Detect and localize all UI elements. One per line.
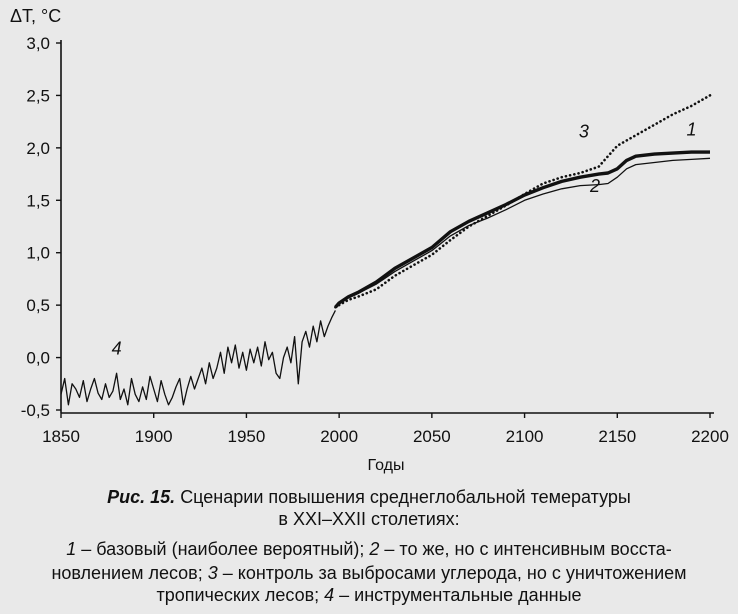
- figure-caption-title: Рис. 15. Сценарии повышения среднеглобал…: [0, 486, 738, 508]
- series-annotation-3: 3: [579, 121, 589, 141]
- legend-text-4: – инструментальные данные: [334, 585, 582, 605]
- legend-number-3: 3: [207, 563, 218, 583]
- y-tick-label: 2,5: [26, 86, 50, 105]
- figure-caption-legend-line-2: новлением лесов; 3 – контроль за выброса…: [0, 562, 738, 584]
- series-1-line: [334, 150, 710, 309]
- x-tick-label: 2000: [320, 427, 358, 446]
- legend-number-4: 4: [324, 585, 335, 605]
- series-layer: [60, 94, 712, 406]
- y-tick-label: 3,0: [26, 34, 50, 53]
- x-ticks: 1850 1900 1950 2000 2050 2100 2150 2200: [42, 413, 729, 446]
- series-annotation-4: 4: [112, 338, 122, 358]
- chart-axes: [60, 40, 714, 414]
- x-tick-label: 1850: [42, 427, 80, 446]
- x-tick-label: 2200: [691, 427, 729, 446]
- x-tick-label: 1900: [135, 427, 173, 446]
- legend-text-3: – контроль за выбросами углерода, но с у…: [217, 563, 687, 583]
- x-tick-label: 2050: [413, 427, 451, 446]
- x-tick-label: 2150: [598, 427, 636, 446]
- legend-text-1: – базовый (наиболее вероятный);: [76, 539, 370, 559]
- y-axis-label: ΔT, °C: [10, 6, 61, 26]
- figure-caption-legend-line-3: тропических лесов; 4 – инструментальные …: [0, 584, 738, 606]
- y-tick-label: 0,5: [26, 296, 50, 315]
- legend-number-1: 1: [66, 539, 77, 559]
- x-axis-label: Годы: [368, 457, 405, 474]
- annotation-layer: 1 2 3 4: [112, 119, 697, 358]
- y-ticks: -0,5 0,0 0,5 1,0 1,5 2,0 2,5 3,0: [21, 34, 61, 420]
- series-3-line: [334, 94, 712, 309]
- figure-caption-legend-line-1: 1 – базовый (наиболее вероятный); 2 – то…: [0, 538, 738, 560]
- chart: -0,5 0,0 0,5 1,0 1,5 2,0 2,5 3,0 1850 1900 1950 20…: [10, 6, 729, 474]
- y-tick-label: 1,5: [26, 191, 50, 210]
- x-tick-label: 2100: [506, 427, 544, 446]
- y-tick-label: 0,0: [26, 349, 50, 368]
- series-annotation-1: 1: [686, 119, 696, 139]
- legend-line-2-text: новлением лесов;: [51, 563, 208, 583]
- legend-line-3-text: тропических лесов;: [156, 585, 325, 605]
- legend-text-2: – то же, но с интенсивным восста-: [379, 539, 672, 559]
- figure-title-line-1: Сценарии повышения среднеглобальной теме…: [180, 487, 631, 507]
- figure-caption-title-line-2: в XXI–XXII столетиях:: [0, 508, 738, 530]
- legend-number-2: 2: [369, 539, 380, 559]
- series-2-line: [334, 157, 711, 308]
- figure-label: Рис. 15.: [107, 487, 176, 507]
- x-tick-label: 1950: [228, 427, 266, 446]
- y-tick-label: 1,0: [26, 244, 50, 263]
- series-4-line: [60, 310, 336, 406]
- y-tick-label: -0,5: [21, 401, 50, 420]
- y-tick-label: 2,0: [26, 139, 50, 158]
- figure-title-line-2: в XXI–XXII столетиях:: [278, 509, 460, 529]
- series-annotation-2: 2: [589, 176, 600, 196]
